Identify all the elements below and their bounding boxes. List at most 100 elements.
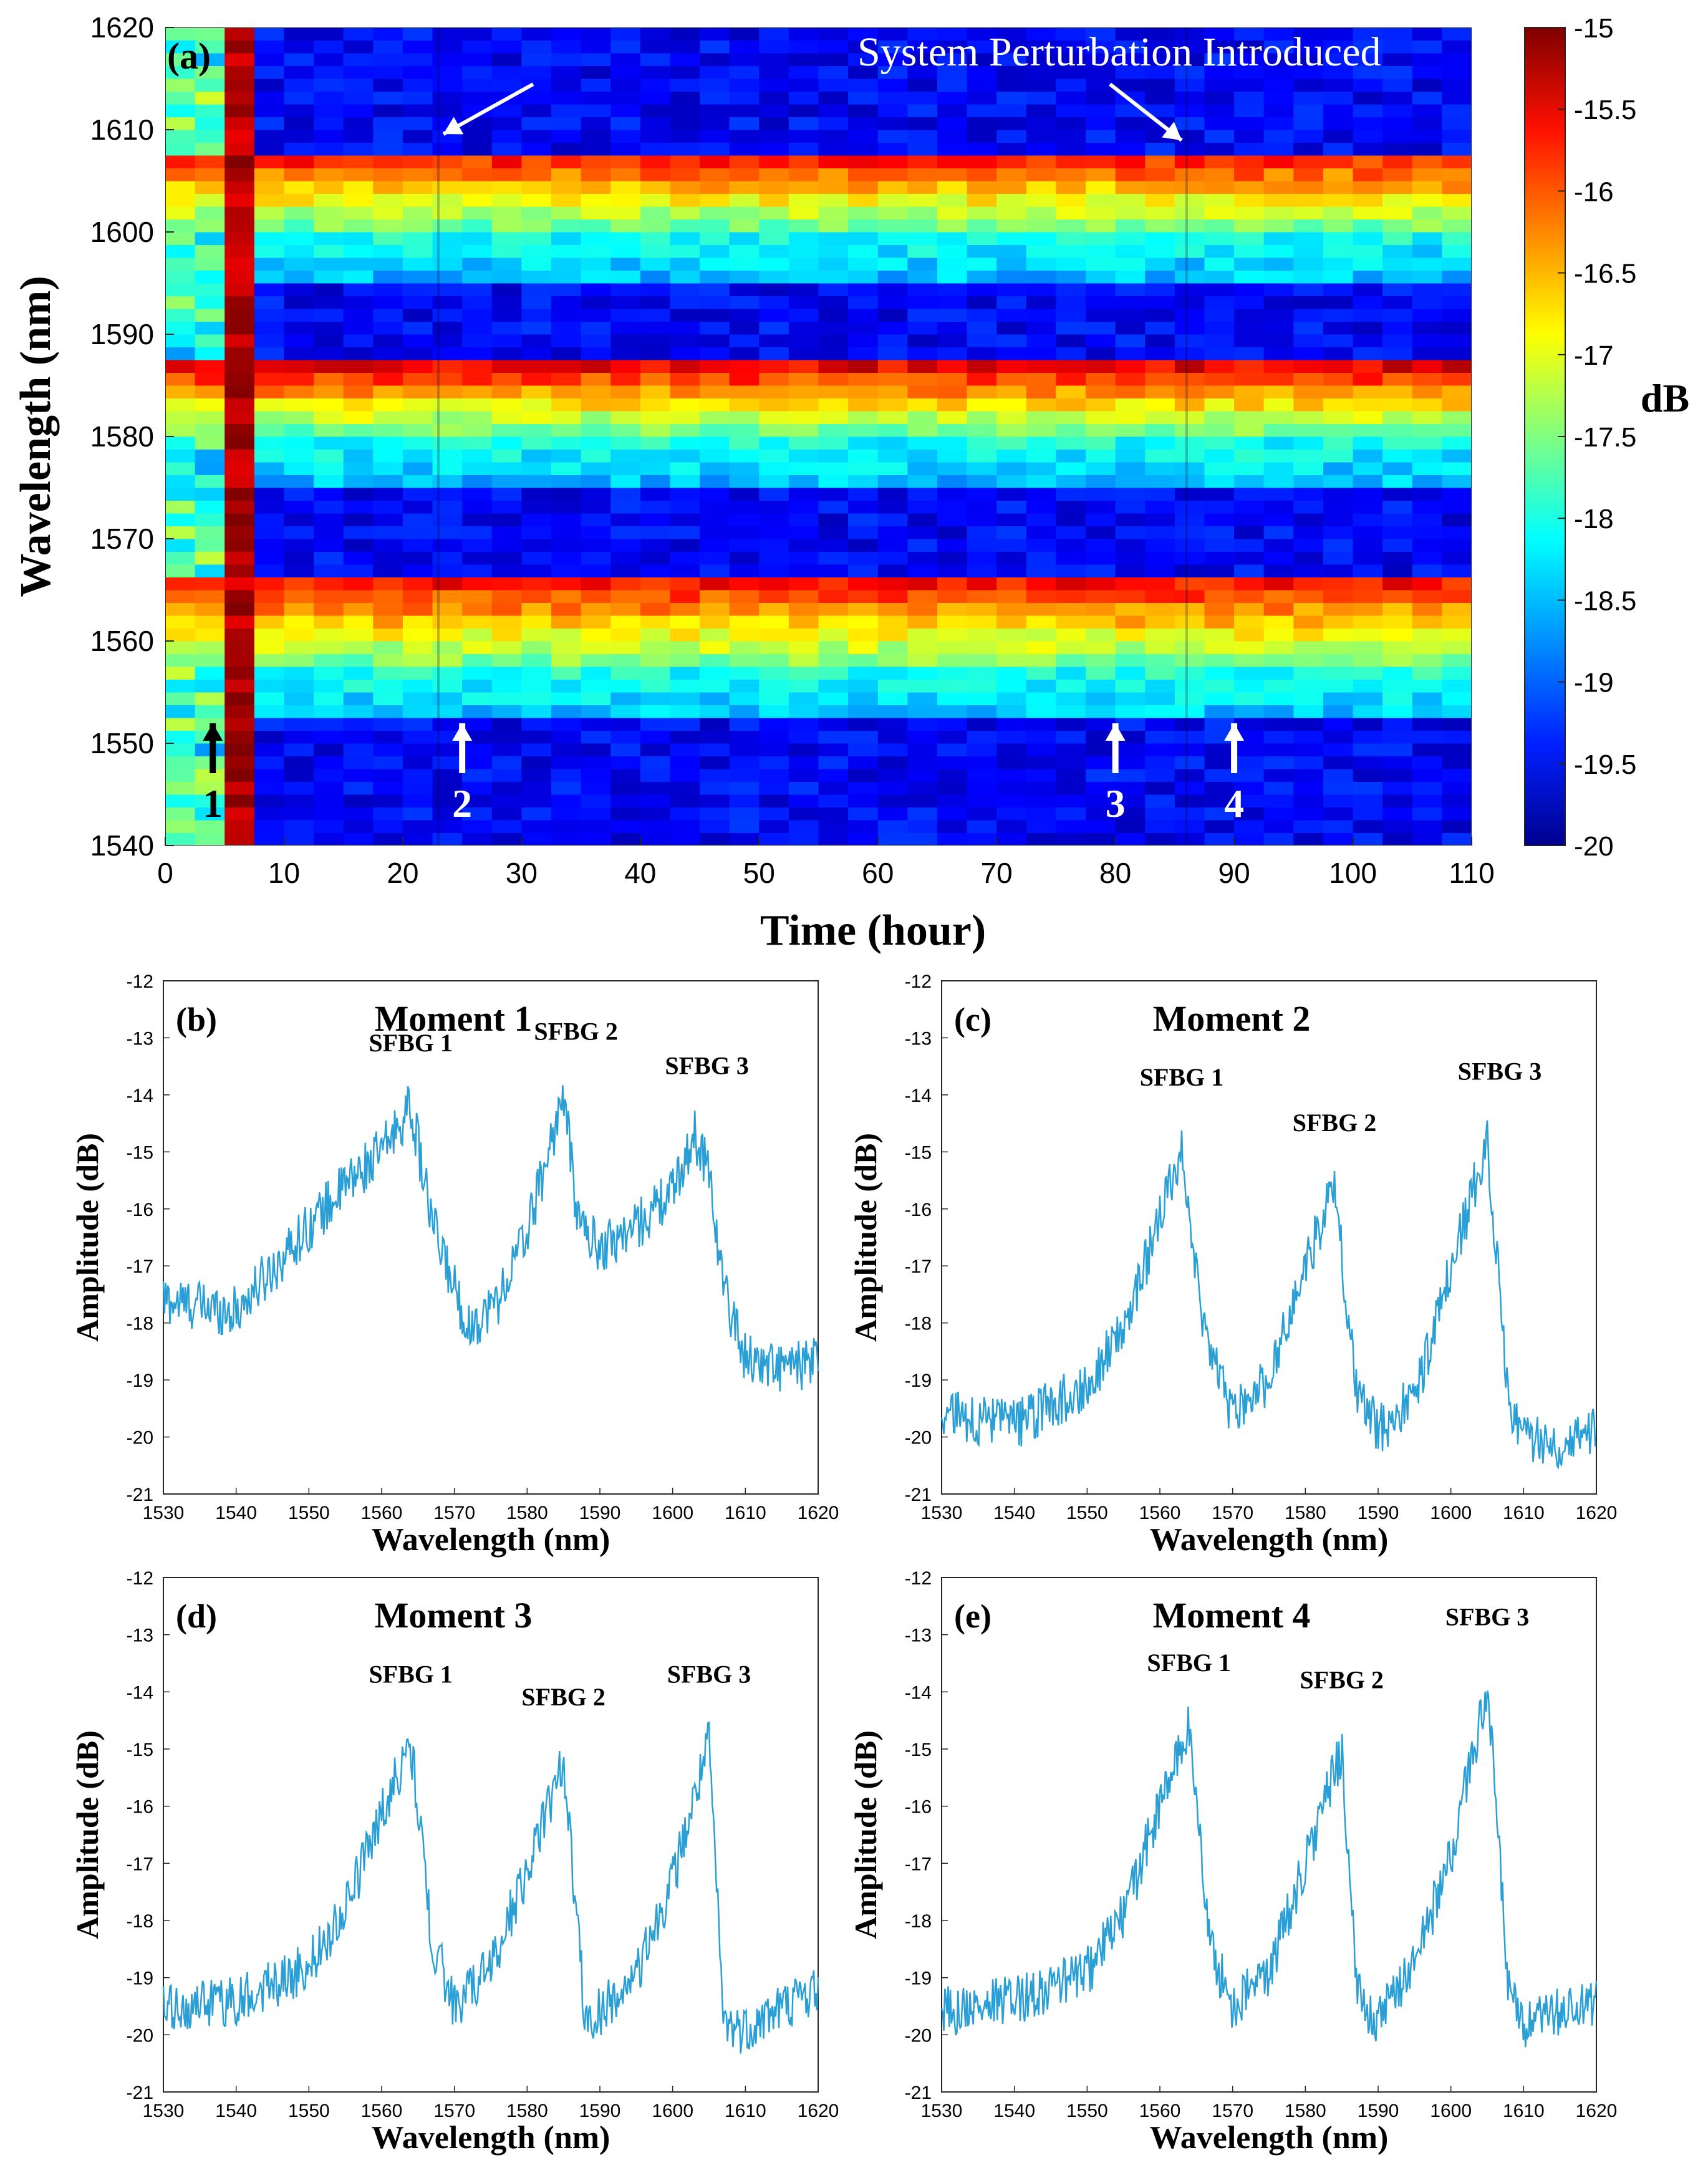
moment-label: 3 [1106, 781, 1126, 826]
heatmap-cell [1204, 756, 1235, 769]
heatmap-cell [521, 794, 552, 807]
heatmap-cell [314, 615, 344, 629]
heatmap-cell [1086, 718, 1116, 731]
heatmap-cell [1234, 27, 1265, 41]
heatmap-cell [818, 91, 849, 105]
heatmap-cell [551, 104, 582, 117]
heatmap-cell [551, 692, 582, 705]
heatmap-cell [1323, 104, 1354, 117]
heatmap-cell [759, 756, 789, 769]
heatmap-cell [1323, 40, 1354, 54]
heatmap-cell [1234, 692, 1265, 705]
heatmap-cell [1293, 385, 1324, 398]
heatmap-cell [1323, 488, 1354, 501]
heatmap-cell [1323, 411, 1354, 424]
heatmap-cell [284, 321, 314, 335]
heatmap-cell [1026, 244, 1056, 258]
heatmap-cell [254, 628, 284, 642]
heatmap-cell [996, 193, 1027, 207]
heatmap-cell [1056, 756, 1086, 769]
heatmap-cell [729, 283, 760, 296]
heatmap-cell [759, 385, 789, 398]
colorbar-tick-label: -15.5 [1574, 95, 1636, 125]
heatmap-cell [165, 641, 196, 654]
heatmap-cell [551, 309, 582, 322]
heatmap-cell [877, 411, 908, 424]
heatmap-cell [907, 500, 938, 514]
heatmap-cell [700, 551, 730, 565]
heatmap-cell [937, 590, 968, 603]
heatmap-cell [1323, 794, 1354, 807]
y-tick-label: -12 [127, 971, 153, 992]
colorbar-tick-label: -15 [1574, 13, 1614, 44]
heatmap-cell [1293, 551, 1324, 565]
heatmap-cell [788, 820, 819, 833]
heatmap-cell [462, 130, 493, 143]
heatmap-cell [759, 347, 789, 360]
heatmap-cell [1026, 104, 1056, 117]
heatmap-cell [521, 168, 552, 181]
heatmap-cell [610, 449, 641, 463]
heatmap-cell [670, 526, 700, 539]
heatmap-cell [491, 820, 522, 833]
heatmap-cell [1323, 781, 1354, 795]
heatmap-cell [343, 347, 374, 360]
heatmap-cell [521, 411, 552, 424]
heatmap-cell [432, 705, 463, 718]
heatmap-cell [967, 385, 997, 398]
heatmap-cell [551, 360, 582, 373]
heatmap-cell [967, 756, 997, 769]
heatmap-cell [254, 321, 284, 335]
heatmap-cell [1086, 398, 1116, 412]
heatmap-cell [1323, 602, 1354, 616]
heatmap-cell [373, 309, 403, 322]
heatmap-cell [1056, 475, 1086, 488]
heatmap-x-tick-label: 80 [1099, 857, 1131, 889]
heatmap-cell [1115, 832, 1146, 846]
heatmap-cell [907, 91, 938, 105]
heatmap-cell [1293, 539, 1324, 552]
heatmap-cell [996, 398, 1027, 412]
heatmap-cell [877, 475, 908, 488]
heatmap-cell [1204, 411, 1235, 424]
heatmap-cell [1026, 91, 1056, 105]
heatmap-cell [195, 27, 225, 41]
heatmap-cell [343, 117, 374, 130]
heatmap-cell [1204, 79, 1235, 92]
heatmap-cell [877, 347, 908, 360]
heatmap-cell [432, 372, 463, 386]
heatmap-cell [462, 500, 493, 514]
heatmap-cell [907, 232, 938, 245]
heatmap-cell [610, 219, 641, 233]
heatmap-cell [1234, 436, 1265, 450]
heatmap-cell [165, 692, 196, 705]
heatmap-cell [491, 321, 522, 335]
heatmap-cell [581, 475, 611, 488]
heatmap-cell [462, 321, 493, 335]
heatmap-cell [1353, 436, 1383, 450]
heatmap-cell [1353, 653, 1383, 667]
heatmap-cell [1204, 309, 1235, 322]
heatmap-cell [1145, 679, 1175, 693]
heatmap-cell [254, 117, 284, 130]
heatmap-cell [521, 436, 552, 450]
heatmap-cell [254, 551, 284, 565]
heatmap-cell [877, 360, 908, 373]
heatmap-cell [373, 564, 403, 577]
heatmap-cell [700, 832, 730, 846]
heatmap-cell [284, 577, 314, 590]
heatmap-cell [729, 360, 760, 373]
heatmap-cell [818, 679, 849, 693]
heatmap-cell [1026, 142, 1056, 156]
heatmap-cell [462, 513, 493, 526]
heatmap-cell [1086, 347, 1116, 360]
heatmap-cell [284, 449, 314, 463]
heatmap-cell [1412, 79, 1442, 92]
heatmap-cell [402, 590, 433, 603]
heatmap-cell [1442, 193, 1472, 207]
heatmap-cell [491, 258, 522, 271]
heatmap-cell [610, 27, 641, 41]
heatmap-cell [224, 27, 255, 41]
heatmap-cell [1293, 653, 1324, 667]
heatmap-cell [1056, 462, 1086, 475]
